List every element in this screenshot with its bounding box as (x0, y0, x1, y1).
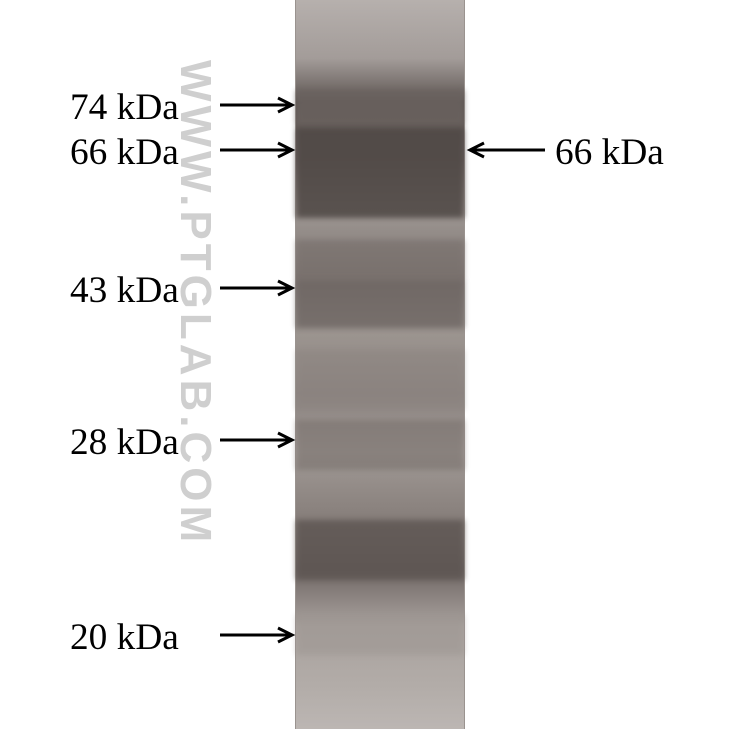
gel-lane (295, 0, 465, 729)
marker-left-0: 74 kDa (70, 86, 179, 129)
band-mid1 (296, 240, 464, 280)
band-74 (296, 90, 464, 126)
marker-left-1: 66 kDa (70, 131, 179, 174)
marker-left-2: 43 kDa (70, 269, 179, 312)
band-20 (296, 615, 464, 655)
marker-left-4: 20 kDa (70, 616, 179, 659)
band-66 (296, 128, 464, 218)
marker-left-3: 28 kDa (70, 421, 179, 464)
gel-figure: WWW.PTGLAB.COM 74 kDa66 kDa43 kDa28 kDa2… (0, 0, 740, 729)
band-low-dark (296, 520, 464, 580)
marker-right-0: 66 kDa (555, 131, 664, 174)
band-28 (296, 420, 464, 470)
band-mid2 (296, 350, 464, 410)
band-43 (296, 280, 464, 328)
